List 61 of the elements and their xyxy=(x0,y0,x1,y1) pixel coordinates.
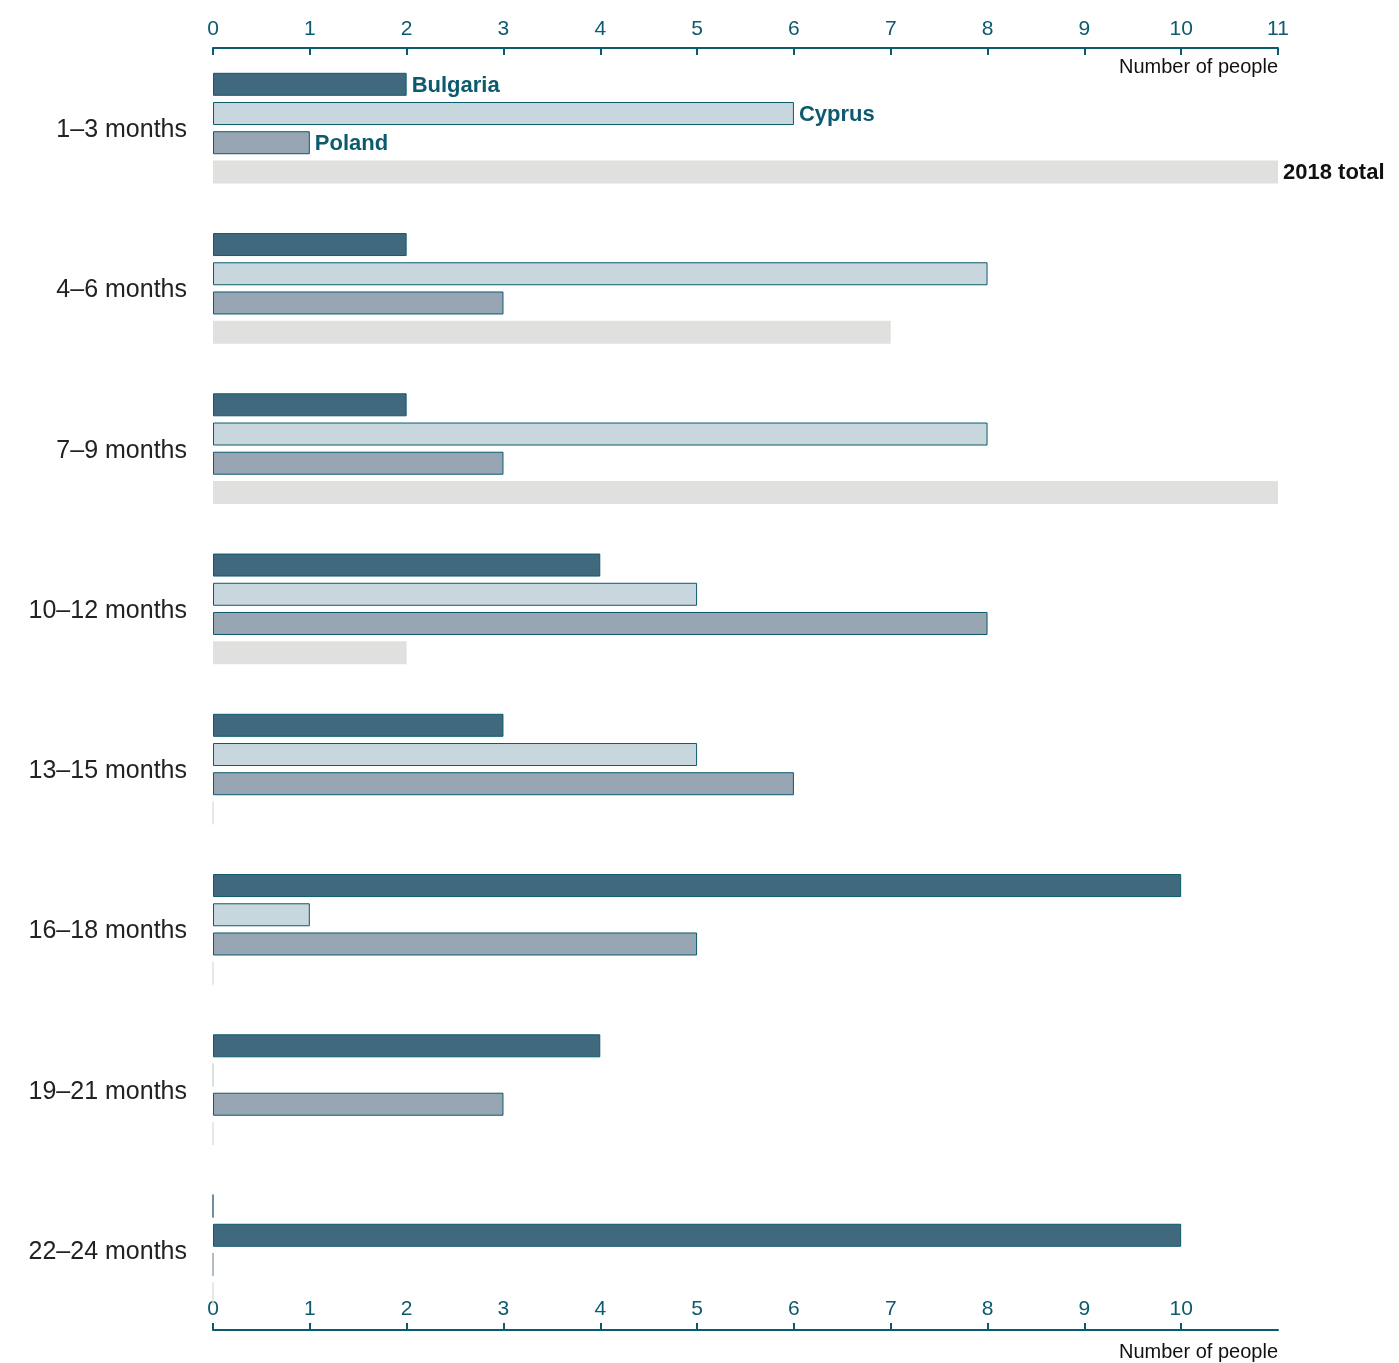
bar xyxy=(213,553,601,577)
bar xyxy=(213,743,698,767)
y-tick-label: 16–18 months xyxy=(28,915,187,944)
y-tick-label: 1–3 months xyxy=(56,114,187,143)
x2-tick-label: 11 xyxy=(1267,16,1289,39)
x2-tick-label: 1 xyxy=(303,16,316,39)
bar xyxy=(213,480,1278,504)
bar xyxy=(213,102,794,126)
x2-tick-label: 8 xyxy=(981,16,994,39)
bar xyxy=(213,713,504,737)
series-label: Bulgaria xyxy=(411,71,501,97)
bar xyxy=(213,903,310,927)
x2-tick-label: 0 xyxy=(207,16,219,39)
x-tick-label: 5 xyxy=(691,1296,703,1319)
y-tick-label: 13–15 months xyxy=(28,755,187,784)
x2-tick-label: 2 xyxy=(400,16,413,39)
bar xyxy=(213,160,1278,184)
bar xyxy=(213,291,504,315)
bar xyxy=(213,233,407,257)
bar xyxy=(213,932,698,956)
x-tick-label: 0 xyxy=(207,1296,219,1319)
x-tick-label: 2 xyxy=(400,1296,413,1319)
series-label: Poland xyxy=(314,130,389,156)
x-tick-label: 8 xyxy=(981,1296,994,1319)
bar xyxy=(213,641,407,665)
bar xyxy=(213,772,794,796)
bar xyxy=(213,131,310,155)
x2-tick-label: 7 xyxy=(884,16,897,39)
x-tick-label: 7 xyxy=(884,1296,897,1319)
x2-tick-label: 5 xyxy=(691,16,703,39)
bar xyxy=(213,1034,601,1058)
x2-tick-label: 6 xyxy=(788,16,800,39)
bar xyxy=(213,582,698,606)
x-tick-label: 4 xyxy=(594,1296,607,1319)
bar xyxy=(213,393,407,417)
series-label: Cyprus xyxy=(798,101,875,127)
bar xyxy=(213,422,988,446)
x-tick-label: 6 xyxy=(788,1296,800,1319)
x2-tick-label: 4 xyxy=(594,16,607,39)
bar xyxy=(213,874,1182,898)
bar xyxy=(213,320,891,344)
x2-axis-title: Number of people xyxy=(1119,55,1278,77)
x2-tick-label: 3 xyxy=(497,16,510,39)
bar xyxy=(213,611,988,635)
bar xyxy=(213,262,988,286)
y-tick-label: 7–9 months xyxy=(56,434,187,463)
x2-tick-label: 10 xyxy=(1169,16,1193,39)
x-tick-label: 9 xyxy=(1078,1296,1091,1319)
x-tick-label: 10 xyxy=(1169,1296,1193,1319)
series-label: 2018 total xyxy=(1283,159,1385,185)
y-tick-label: 22–24 months xyxy=(28,1235,187,1264)
bar xyxy=(213,1092,504,1116)
y-tick-label: 19–21 months xyxy=(28,1075,187,1104)
y-tick-label: 4–6 months xyxy=(56,274,187,303)
bar xyxy=(213,72,407,96)
y-tick-label: 10–12 months xyxy=(28,594,187,623)
bar xyxy=(213,451,504,475)
x-tick-label: 3 xyxy=(497,1296,510,1319)
x-axis-title: Number of people xyxy=(1119,1340,1278,1362)
x-tick-label: 1 xyxy=(303,1296,316,1319)
x2-tick-label: 9 xyxy=(1078,16,1091,39)
